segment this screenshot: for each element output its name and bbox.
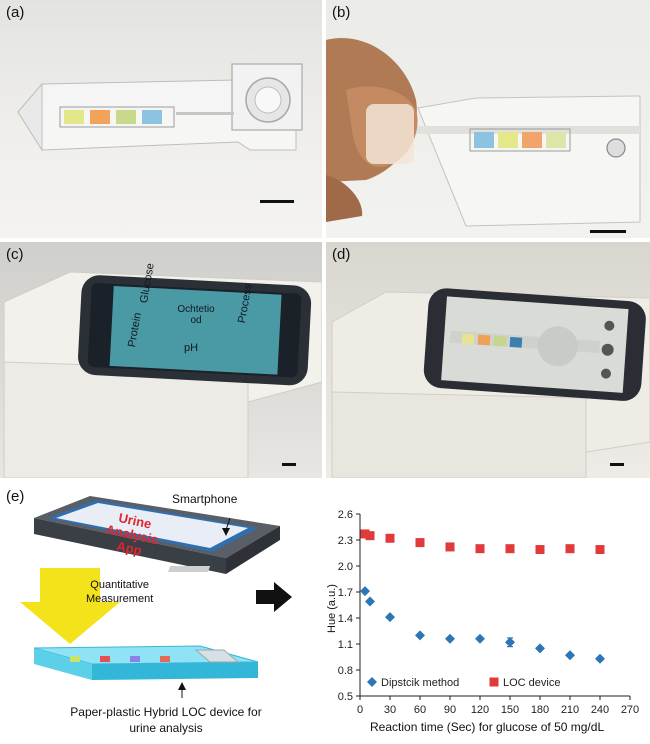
scale-bar (590, 230, 626, 233)
device-caption: Paper-plastic Hybrid LOC device for urin… (36, 704, 296, 736)
data-point-dipstcik-method (415, 630, 425, 641)
data-point-dipstcik-method (445, 633, 455, 644)
data-point-loc-device (445, 542, 455, 552)
measurement-label: Quantitative Measurement (86, 578, 153, 606)
test-pad-yellow (498, 132, 518, 148)
test-pad-orange (90, 110, 110, 124)
measurement-line: Quantitative (90, 579, 149, 591)
data-point-dipstcik-method (505, 637, 515, 648)
legend-marker (367, 677, 377, 687)
panel-b-photo: (b) (326, 0, 650, 238)
panel-c-photo: Glucose Ochtetio od Protein pH Process (… (0, 242, 322, 478)
y-tick-label: 2.0 (338, 561, 353, 573)
data-point-loc-device (505, 544, 515, 554)
panel-label: (b) (332, 4, 351, 21)
right-arrow-icon (256, 582, 292, 612)
schematic-diagram (20, 496, 280, 698)
test-pad-blue (142, 110, 162, 124)
data-point-dipstcik-method (365, 596, 375, 607)
y-tick-label: 2.6 (338, 509, 353, 521)
data-point-loc-device (415, 538, 425, 548)
hue-vs-time-chart: 0.5 0.8 1.1 1.4 1.7 2.0 2.3 2.6 0 30 60 90 120 150 180… (338, 509, 639, 716)
test-pad-orange (522, 132, 542, 148)
data-point-dipstcik-method (535, 643, 545, 654)
y-tick-label: 1.1 (338, 639, 353, 651)
device-caption-line: Paper-plastic Hybrid LOC device for (70, 705, 262, 719)
panel-e-figure: (e) Smartphone Urine Analysis App Quanti… (0, 484, 650, 744)
x-tick-label: 270 (621, 704, 639, 716)
data-point-loc-device (595, 545, 605, 555)
finger-press-illustration (326, 38, 641, 227)
x-tick-label: 120 (471, 704, 489, 716)
lab-on-chip-device-illustration (17, 63, 303, 152)
x-tick-label: 30 (384, 704, 396, 716)
test-pad-blue (474, 132, 494, 148)
data-point-loc-device (565, 544, 575, 554)
data-point-loc-device (360, 529, 370, 539)
y-tick-label: 1.4 (338, 613, 353, 625)
scale-bar (282, 463, 296, 466)
legend-label: LOC device (503, 677, 560, 689)
scale-bar (260, 200, 294, 203)
x-axis-label: Reaction time (Sec) for glucose of 50 mg… (370, 720, 605, 734)
panel-label: (d) (332, 246, 351, 263)
data-point-dipstcik-method (360, 586, 370, 597)
tile-other[interactable]: Ochtetio od (177, 304, 215, 326)
test-pad-green (116, 110, 136, 124)
panel-label: (c) (6, 246, 24, 263)
panel-d-photo: (d) (326, 242, 650, 478)
smartphone-on-holder-illustration (3, 271, 322, 478)
tile-ph[interactable]: pH (184, 342, 199, 354)
legend-marker (489, 677, 499, 687)
data-point-loc-device (365, 531, 375, 541)
legend-label: Dipstcik method (381, 677, 459, 689)
test-pad-yellow (64, 110, 84, 124)
y-axis-label: Hue (a.u.) (326, 584, 338, 633)
y-tick-label: 0.5 (338, 691, 353, 703)
data-point-dipstcik-method (565, 650, 575, 661)
panel-label: (a) (6, 4, 25, 21)
x-tick-label: 0 (357, 704, 363, 716)
device-caption-line: urine analysis (129, 721, 203, 735)
panel-a-photo: (a) (0, 0, 322, 238)
data-point-loc-device (385, 533, 395, 543)
scale-bar (610, 463, 624, 466)
data-point-dipstcik-method (385, 612, 395, 623)
y-tick-label: 1.7 (338, 587, 353, 599)
panel-label: (e) (6, 488, 25, 505)
x-tick-label: 240 (591, 704, 609, 716)
data-point-loc-device (475, 544, 485, 554)
x-tick-label: 150 (501, 704, 519, 716)
x-tick-label: 90 (444, 704, 456, 716)
x-tick-label: 60 (414, 704, 426, 716)
smartphone-label: Smartphone (172, 492, 238, 506)
y-tick-label: 2.3 (338, 535, 353, 547)
data-point-dipstcik-method (475, 633, 485, 644)
test-pad-green (546, 132, 566, 148)
data-point-dipstcik-method (595, 653, 605, 664)
x-tick-label: 180 (531, 704, 549, 716)
y-tick-label: 0.8 (338, 665, 353, 677)
x-tick-label: 210 (561, 704, 579, 716)
data-point-loc-device (535, 545, 545, 555)
droplet (606, 138, 626, 158)
measurement-line: Measurement (86, 593, 154, 605)
smartphone-camera-illustration (331, 288, 650, 478)
